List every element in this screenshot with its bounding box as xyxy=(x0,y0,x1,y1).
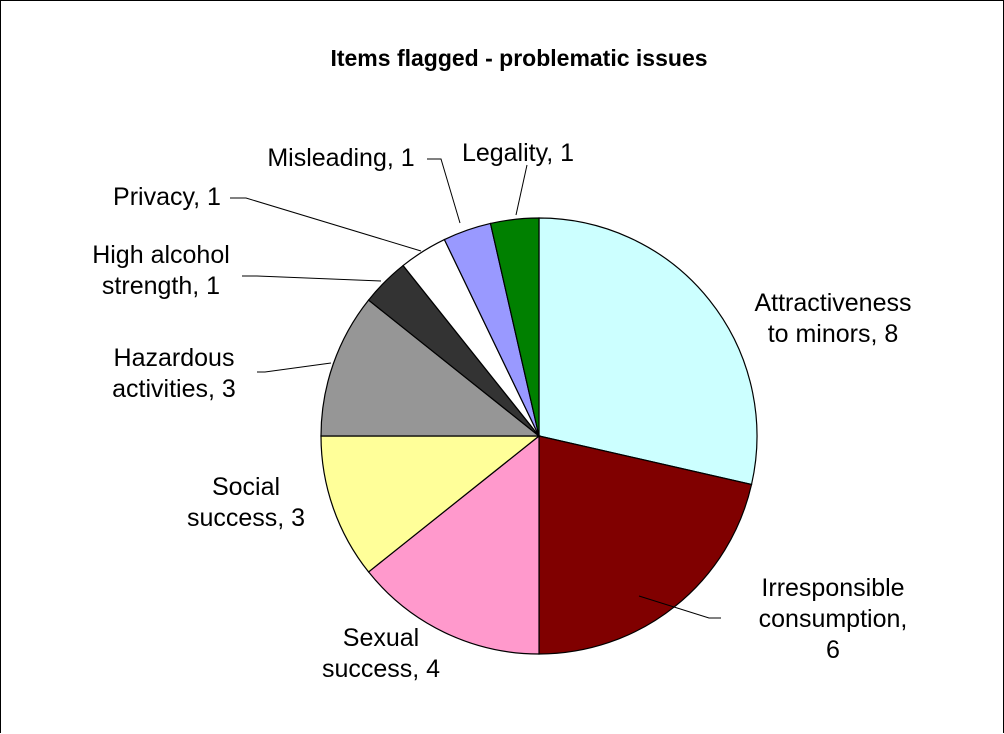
slice-label: Hazardous activities, 3 xyxy=(112,344,236,403)
slice-label-line: Legality, 1 xyxy=(462,139,574,167)
slice-label: High alcohol strength, 1 xyxy=(92,241,230,300)
slice-label-line: Irresponsible xyxy=(761,574,904,602)
slice-label: Misleading, 1 xyxy=(267,144,414,172)
slice-label-line: High alcohol xyxy=(92,241,230,269)
slice-label-line: Social xyxy=(212,473,280,501)
slice-label-line: consumption, xyxy=(759,605,908,633)
pie-slice xyxy=(320,435,541,573)
pie-slice xyxy=(538,435,753,655)
leader-line xyxy=(638,595,721,619)
chart-title: Items flagged - problematic issues xyxy=(330,45,707,71)
slice-label-line: Hazardous xyxy=(114,344,235,372)
slice-label-line: activities, 3 xyxy=(112,375,236,403)
leader-line xyxy=(242,275,382,282)
slice-label-line: Attractiveness xyxy=(754,289,911,317)
slice-label-line: success, 4 xyxy=(322,655,440,683)
slice-label: Irresponsible consumption, 6 xyxy=(759,574,908,664)
leader-line xyxy=(515,164,528,216)
slice-label-line: Sexual xyxy=(343,624,419,652)
leader-line xyxy=(427,158,461,224)
pie-slice xyxy=(367,434,540,655)
slice-label-line: to minors, 8 xyxy=(768,320,899,348)
leader-line xyxy=(257,362,332,373)
pie-slice xyxy=(538,217,758,486)
pie-slice xyxy=(489,217,540,437)
slice-label: Social success, 3 xyxy=(187,473,305,532)
slice-label: Sexual success, 4 xyxy=(322,624,440,683)
slice-label: Privacy, 1 xyxy=(113,183,221,211)
slice-label-line: 6 xyxy=(826,636,840,664)
slice-label: Attractiveness to minors, 8 xyxy=(754,289,911,348)
leader-line xyxy=(230,197,422,252)
slice-label: Legality, 1 xyxy=(462,139,574,167)
slice-label-line: Misleading, 1 xyxy=(267,144,414,172)
slice-label-line: success, 3 xyxy=(187,504,305,532)
slice-label-line: Privacy, 1 xyxy=(113,183,221,211)
pie-slice xyxy=(320,299,541,437)
slice-label-line: strength, 1 xyxy=(102,272,220,300)
